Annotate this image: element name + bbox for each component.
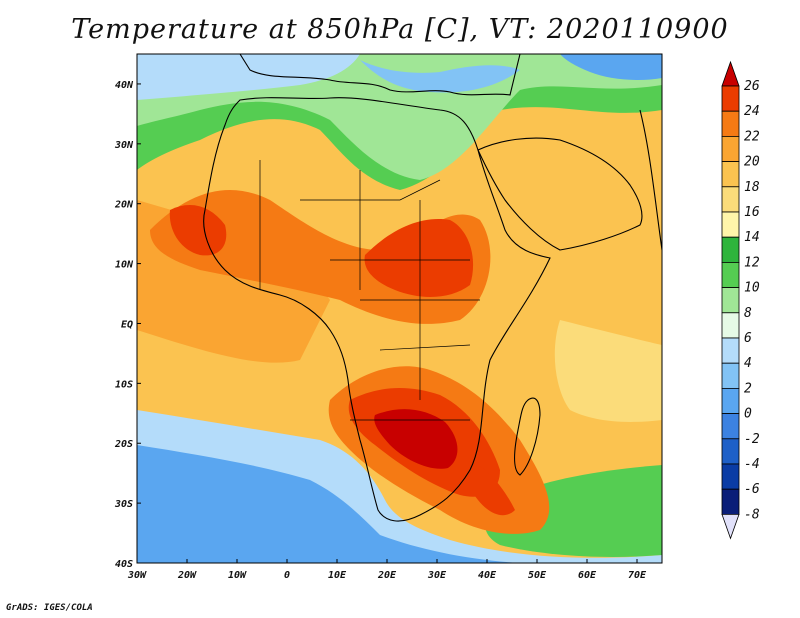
colorbar-box	[721, 463, 740, 490]
arabia-coastline	[477, 137, 643, 251]
colorbar-label: 18	[744, 180, 760, 195]
colorbar-box	[721, 312, 740, 339]
colorbar-box	[721, 135, 740, 162]
lat-tick-label: 20S	[114, 439, 133, 450]
field-west-africa-red	[169, 205, 227, 256]
colorbar-box	[721, 261, 740, 288]
colorbar-label: -2	[744, 432, 760, 447]
lat-tick-label: 10S	[115, 379, 133, 390]
colorbar-label: -6	[744, 482, 760, 497]
europe-coastline	[239, 54, 521, 96]
colorbar-box	[721, 85, 740, 112]
colorbar-box	[721, 211, 740, 238]
colorbar-min-triangle	[721, 514, 740, 540]
colorbar-label: -8	[744, 507, 760, 522]
lat-tick-label: 40S	[115, 559, 133, 570]
colorbar-label: 8	[744, 306, 752, 321]
colorbar-label: 20	[744, 155, 760, 170]
colorbar-box	[721, 387, 740, 414]
field-south-ocean-green	[485, 465, 662, 557]
lon-tick-label: 20W	[177, 570, 197, 581]
temperature-field	[137, 54, 662, 563]
plot-frame	[136, 53, 663, 564]
colorbar-label: 2	[744, 381, 752, 396]
lon-tick-label: 30E	[427, 570, 447, 581]
colorbar-box	[721, 413, 740, 440]
colorbar-box	[721, 110, 740, 137]
colorbar-box	[721, 438, 740, 465]
lon-tick-label: 50E	[528, 570, 547, 581]
colorbar-box	[721, 236, 740, 263]
lon-tick-label: 10E	[328, 570, 347, 581]
lon-tick-label: 20E	[377, 570, 397, 581]
colorbar-label: 6	[744, 331, 752, 346]
colorbar-box	[721, 488, 740, 515]
field-east-coast-red	[467, 460, 515, 516]
colorbar-box	[721, 337, 740, 364]
colorbar-label: 12	[744, 255, 760, 270]
field-southeast-blue	[560, 54, 662, 80]
field-south-ocean-blue	[137, 445, 520, 563]
lon-tick-label: 0	[284, 570, 290, 581]
colorbar-label: 10	[744, 281, 760, 296]
colorbar-label: 16	[744, 205, 760, 220]
credit-text: GrADS: IGES/COLA	[6, 603, 93, 613]
colorbar-box	[721, 186, 740, 213]
lat-tick-label: 10N	[115, 260, 134, 271]
lon-tick-label: 60E	[578, 570, 597, 581]
country-borders	[259, 160, 480, 421]
map-title: Temperature at 850hPa [C], VT: 202011090…	[71, 14, 729, 45]
coastlines	[203, 54, 662, 522]
colorbar-max-triangle	[721, 60, 740, 87]
colorbar-label: -4	[744, 457, 760, 472]
field-central-red	[364, 219, 474, 297]
colorbar-label: 0	[744, 407, 752, 422]
lon-tick-label: 70E	[628, 570, 647, 581]
colorbar-box	[721, 287, 740, 314]
lon-tick-label: 40E	[478, 570, 497, 581]
india-coastline	[639, 109, 662, 251]
lat-tick-label: 30N	[114, 140, 134, 151]
madagascar-coastline	[513, 397, 541, 476]
colorbar-box	[721, 161, 740, 188]
lat-axis: 40N 30N 20N 10N EQ 10S 20S 30S 40S	[114, 80, 141, 570]
field-south-africa-deepred	[374, 409, 458, 469]
field-indian-ocean-amber	[554, 320, 662, 422]
colorbar-label: 24	[744, 104, 760, 119]
colorbar-label: 14	[744, 230, 760, 245]
colorbar-label: 4	[744, 356, 752, 371]
lat-tick-label: EQ	[121, 319, 133, 330]
field-north-paleblue	[137, 54, 360, 100]
field-med-blue	[360, 60, 520, 93]
lat-tick-label: 20N	[114, 200, 134, 211]
lon-tick-label: 30W	[127, 570, 147, 581]
lon-axis: 30W 20W 10W 0 10E 20E 30E 40E 50E 60E 70E	[127, 559, 647, 581]
africa-coastline	[203, 97, 551, 522]
lat-tick-label: 40N	[115, 80, 134, 91]
lat-tick-label: 30S	[114, 499, 133, 510]
colorbar-box	[721, 362, 740, 389]
colorbar-label: 26	[744, 79, 760, 94]
lon-tick-label: 10W	[228, 570, 247, 581]
colorbar-label: 22	[744, 129, 760, 144]
